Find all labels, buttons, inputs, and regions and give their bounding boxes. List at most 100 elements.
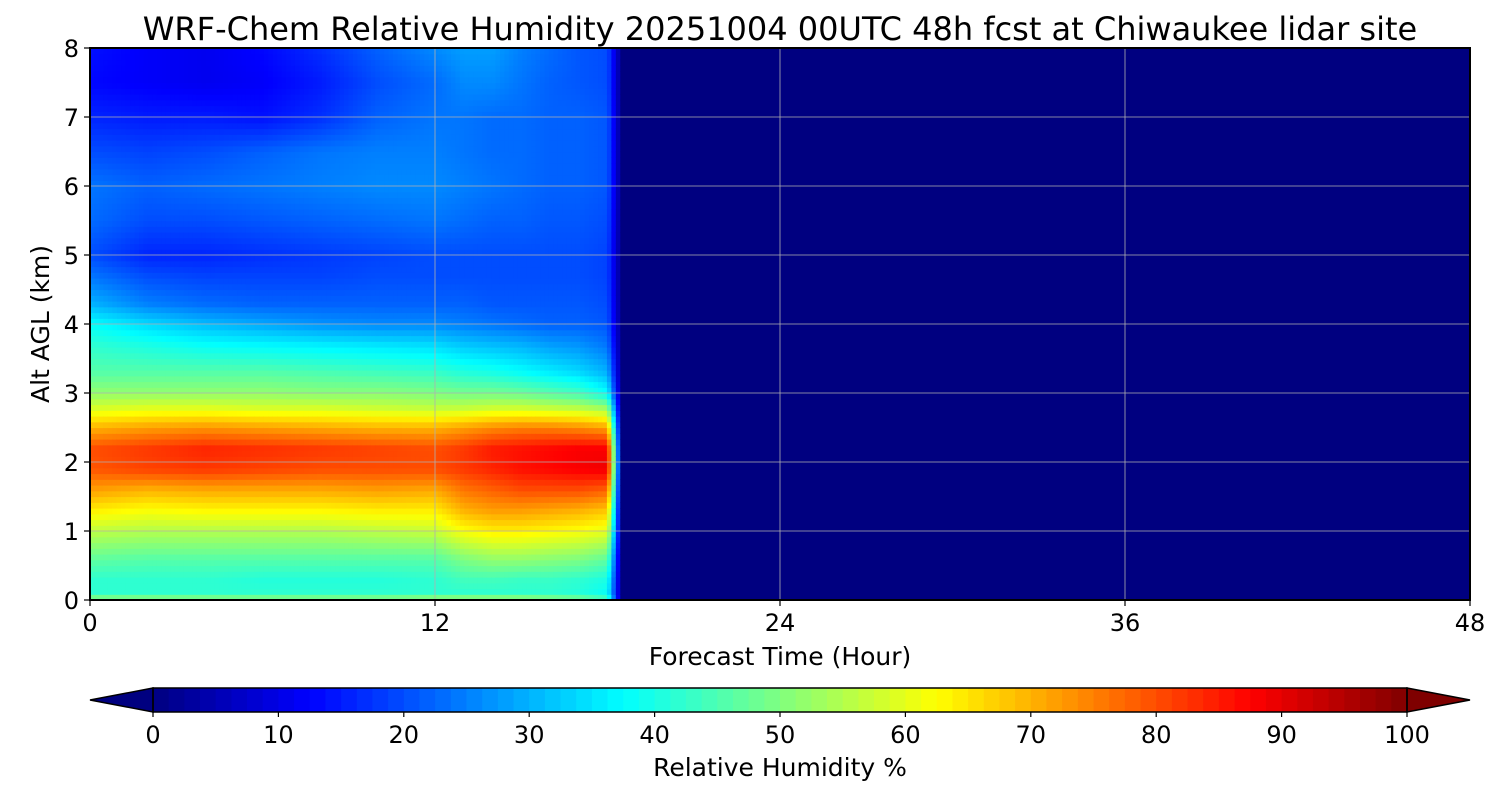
rh-cell [290, 94, 296, 101]
rh-cell [156, 444, 162, 452]
rh-cell [143, 329, 149, 337]
rh-cell [223, 341, 229, 348]
rh-cell [179, 502, 185, 509]
rh-cell [250, 186, 256, 193]
rh-cell [121, 134, 127, 141]
rh-cell [183, 381, 189, 388]
rh-cell [268, 157, 274, 164]
rh-cell [107, 439, 113, 446]
rh-cell [299, 186, 305, 193]
rh-cell [223, 134, 229, 141]
rh-cell [147, 462, 153, 469]
rh-cell [139, 462, 145, 469]
rh-cell [107, 65, 113, 72]
rh-cell [228, 439, 234, 446]
rh-cell [241, 197, 247, 204]
rh-cell [179, 490, 185, 498]
rh-cell [223, 347, 229, 354]
rh-cell [237, 341, 243, 348]
rh-cell [134, 168, 140, 176]
rh-cell [170, 410, 176, 417]
rh-cell [152, 122, 158, 130]
rh-cell [121, 163, 127, 170]
rh-cell [245, 197, 252, 204]
rh-cell [183, 105, 189, 112]
rh-cell [116, 306, 122, 314]
rh-cell [210, 393, 216, 400]
rh-cell [312, 525, 318, 532]
rh-cell [170, 283, 176, 291]
rh-cell [277, 531, 283, 538]
rh-cell [161, 111, 167, 118]
rh-cell [134, 283, 140, 291]
rh-cell [116, 180, 122, 187]
rh-cell [214, 582, 220, 590]
rh-cell [277, 536, 283, 544]
rh-cell [317, 128, 323, 135]
rh-cell [139, 255, 145, 262]
rh-cell [317, 473, 323, 480]
rh-cell [286, 490, 292, 498]
rh-cell [232, 554, 238, 561]
rh-cell [134, 479, 140, 486]
rh-cell [139, 456, 145, 463]
rh-cell [277, 335, 283, 342]
rh-cell [294, 548, 301, 555]
rh-cell [103, 260, 109, 268]
rh-cell [210, 214, 216, 222]
rh-cell [121, 220, 127, 227]
rh-cell [210, 364, 216, 371]
rh-cell [286, 65, 292, 72]
rh-cell [156, 577, 162, 584]
rh-cell [161, 433, 167, 440]
rh-cell [232, 375, 238, 383]
rh-cell [201, 283, 207, 291]
rh-cell [130, 295, 136, 302]
rh-cell [130, 243, 136, 250]
rh-cell [250, 53, 256, 61]
rh-cell [196, 479, 203, 486]
rh-cell [179, 554, 185, 561]
rh-cell [112, 398, 118, 406]
rh-cell [156, 571, 162, 578]
rh-cell [259, 375, 265, 383]
rh-cell [94, 220, 100, 227]
rh-cell [245, 214, 252, 222]
rh-cell [125, 260, 131, 268]
rh-cell [183, 490, 189, 498]
rh-cell [156, 582, 162, 590]
rh-cell [250, 473, 256, 480]
rh-cell [308, 536, 314, 544]
rh-cell [90, 232, 96, 239]
rh-cell [112, 352, 118, 360]
rh-cell [250, 232, 256, 239]
rh-cell [241, 398, 247, 406]
rh-cell [139, 243, 145, 250]
rh-cell [317, 398, 323, 406]
rh-cell [107, 467, 113, 475]
rh-cell [201, 427, 207, 434]
rh-cell [228, 312, 234, 319]
rh-cell [254, 272, 260, 279]
rh-cell [308, 393, 314, 400]
rh-cell [228, 548, 234, 555]
rh-cell [303, 255, 309, 262]
rh-cell [290, 577, 296, 584]
rh-cell [152, 421, 158, 429]
rh-cell [312, 278, 318, 285]
rh-cell [317, 174, 323, 181]
rh-cell [245, 329, 252, 337]
rh-cell [272, 122, 278, 130]
rh-cell [263, 485, 269, 492]
rh-cell [107, 542, 113, 549]
rh-cell [161, 220, 167, 227]
rh-cell [98, 479, 104, 486]
rh-cell [90, 485, 96, 492]
rh-cell [312, 444, 318, 452]
rh-cell [170, 289, 176, 296]
rh-cell [139, 439, 145, 446]
rh-cell [90, 306, 96, 314]
rh-cell [94, 594, 100, 601]
rh-cell [188, 335, 194, 342]
rh-cell [268, 508, 274, 515]
